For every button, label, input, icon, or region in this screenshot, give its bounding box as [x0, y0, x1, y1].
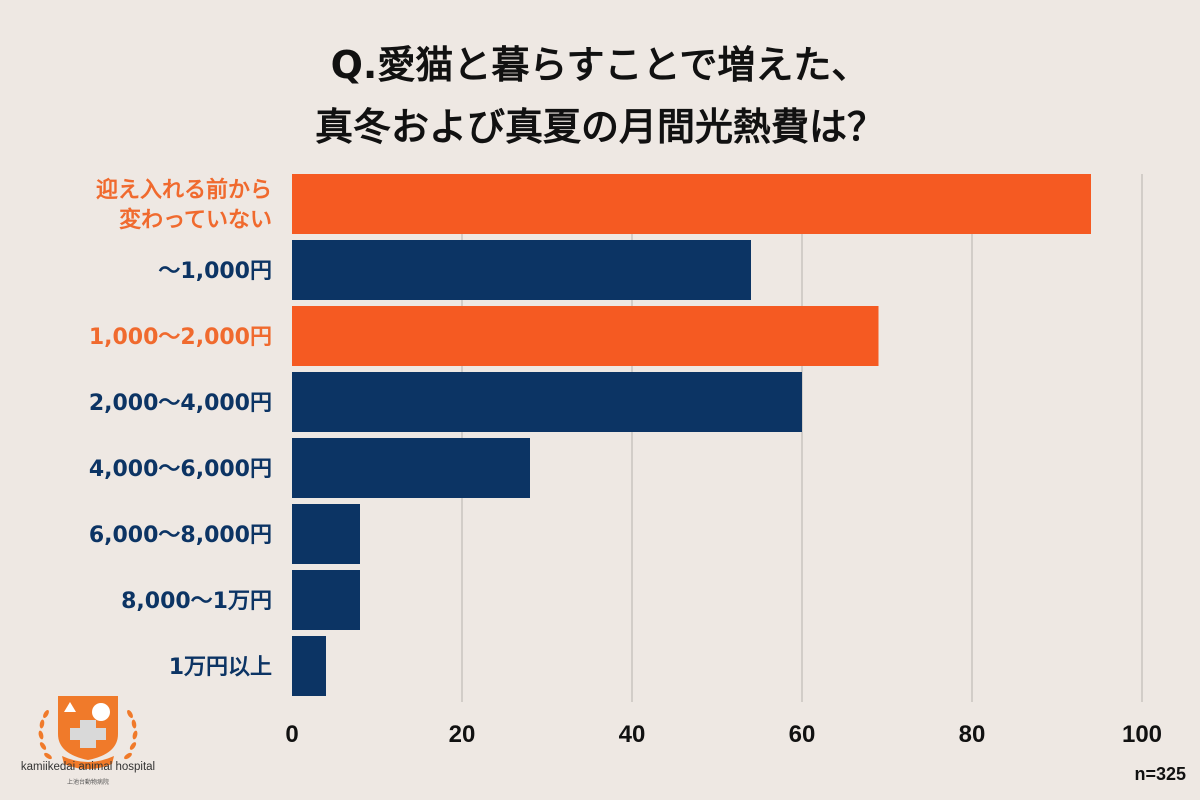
chart-title: Q.愛猫と暮らすことで増えた、 真冬および真夏の月間光熱費は？	[0, 34, 1200, 158]
x-tick-label: 0	[285, 721, 298, 748]
cross-horizontal-icon	[70, 728, 106, 740]
bar	[292, 570, 360, 630]
category-label: 6,000〜8,000円	[89, 523, 272, 548]
category-label: 1万円以上	[169, 655, 272, 680]
category-label: 〜1,000円	[158, 259, 272, 284]
x-tick-labels: 0 20 40 60 80 100	[285, 721, 1162, 748]
bar	[292, 174, 1091, 234]
laurel-icon	[38, 709, 138, 760]
category-label: 4,000〜6,000円	[89, 457, 272, 482]
sample-size: n=325	[1134, 764, 1186, 784]
category-label: 8,000〜1万円	[121, 589, 272, 614]
x-tick-label: 20	[449, 721, 476, 748]
category-label: 1,000〜2,000円	[89, 325, 272, 350]
category-label: 変わっていない	[119, 207, 272, 233]
chart-title-line-1: Q.愛猫と暮らすことで増えた、	[330, 43, 870, 87]
logo-japanese-name: 上池台動物病院	[66, 779, 109, 786]
chart-title-line-2: 真冬および真夏の月間光熱費は？	[314, 105, 885, 149]
bar	[292, 240, 751, 300]
bar	[292, 504, 360, 564]
cat-ear-icon	[64, 702, 76, 712]
category-label: 2,000〜4,000円	[89, 391, 272, 416]
x-tick-label: 40	[619, 721, 646, 748]
x-tick-label: 100	[1122, 721, 1162, 748]
bar	[292, 438, 530, 498]
bars	[292, 174, 1091, 696]
x-tick-label: 80	[959, 721, 986, 748]
bar	[292, 306, 879, 366]
x-tick-label: 60	[789, 721, 816, 748]
ribbon-icon	[62, 756, 114, 769]
dog-head-icon	[92, 703, 110, 721]
bar	[292, 636, 326, 696]
hospital-logo	[38, 696, 138, 769]
logo-name: kamiikedai animal hospital	[20, 761, 156, 773]
bar	[292, 372, 802, 432]
category-label: 迎え入れる前から	[96, 177, 272, 203]
